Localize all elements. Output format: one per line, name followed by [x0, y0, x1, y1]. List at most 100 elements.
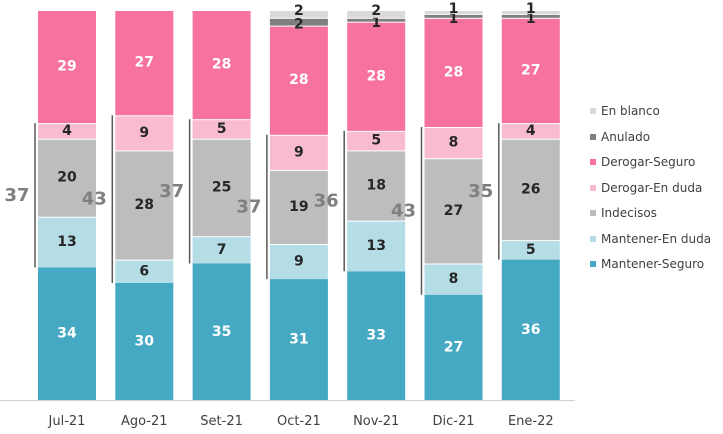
- data-label: 4: [62, 123, 72, 139]
- data-label: 27: [521, 62, 540, 78]
- bar-segment-indecisos: [192, 139, 251, 237]
- bracket-total: 43: [391, 200, 416, 221]
- bar-segment-mantener-seguro: [501, 259, 560, 400]
- data-label: 33: [366, 328, 385, 344]
- bar-segment-mantener-en-duda: [269, 245, 328, 280]
- bar-segment-mantener-seguro: [192, 263, 251, 400]
- bracket-total: 35: [468, 181, 493, 202]
- legend-swatch: [590, 159, 596, 165]
- bar-segment-indecisos: [501, 139, 560, 241]
- x-tick-label: Ene-22: [508, 414, 554, 429]
- bar-segment-mantener-en-duda: [192, 237, 251, 264]
- bar-segment-derogar-en-duda: [501, 124, 560, 139]
- bar-segment-indecisos: [269, 170, 328, 244]
- bar-segment-en-blanco: [424, 11, 483, 14]
- data-label: 1: [526, 1, 536, 17]
- legend-swatch: [590, 261, 596, 267]
- data-label: 13: [57, 234, 76, 250]
- legend-swatch: [590, 184, 596, 191]
- bar-segment-derogar-seguro: [192, 11, 251, 120]
- bar-segment-anulado: [424, 14, 483, 18]
- bar-segment-anulado: [501, 14, 560, 18]
- x-tick-label: Oct-21: [277, 414, 321, 429]
- data-label: 36: [521, 322, 540, 338]
- bar-segment-mantener-en-duda: [347, 221, 406, 272]
- bracket-total: 37: [4, 185, 29, 206]
- legend-swatch: [590, 108, 596, 114]
- data-label: 1: [371, 15, 381, 31]
- data-label: 4: [526, 123, 536, 139]
- bar-segment-derogar-seguro: [501, 18, 560, 124]
- bar-segment-derogar-seguro: [347, 22, 406, 131]
- bar-segment-anulado: [347, 18, 406, 22]
- legend-item: Derogar-Seguro: [590, 155, 695, 169]
- data-label: 1: [449, 1, 459, 17]
- data-label: 26: [521, 181, 540, 197]
- data-label: 5: [526, 242, 536, 258]
- legend-label: Derogar-En duda: [601, 180, 703, 195]
- bar-segment-mantener-seguro: [269, 279, 328, 400]
- data-label: 9: [294, 254, 304, 270]
- bar-segment-en-blanco: [347, 11, 406, 18]
- bar-segment-mantener-seguro: [115, 283, 174, 400]
- bar-segment-mantener-en-duda: [424, 264, 483, 295]
- x-tick-label: Nov-21: [353, 414, 399, 429]
- data-label: 2: [294, 3, 304, 19]
- bar-segment-derogar-seguro: [269, 26, 328, 135]
- data-label: 35: [212, 324, 231, 340]
- data-label: 1: [526, 11, 536, 27]
- data-label: 30: [135, 334, 155, 350]
- data-label: 2: [371, 3, 381, 19]
- data-label: 2: [294, 17, 304, 33]
- legend-item: Anulado: [590, 130, 650, 144]
- bar-segment-derogar-seguro: [424, 18, 483, 127]
- bracket-total: 43: [82, 189, 107, 210]
- data-label: 27: [444, 203, 463, 219]
- legend-label: Indecisos: [601, 206, 657, 220]
- bar-segment-derogar-en-duda: [192, 120, 251, 139]
- bar-segment-derogar-en-duda: [115, 116, 174, 151]
- bar-segment-derogar-en-duda: [38, 124, 96, 139]
- x-tick-label: Ago-21: [121, 414, 168, 429]
- bar-segment-mantener-en-duda: [38, 217, 96, 268]
- legend-label: Derogar-Seguro: [601, 155, 696, 169]
- data-label: 5: [217, 121, 227, 137]
- data-label: 25: [212, 179, 231, 195]
- data-label: 28: [366, 68, 385, 84]
- data-label: 19: [289, 199, 308, 215]
- legend-item: Mantener-En duda: [590, 232, 711, 246]
- bar-segment-derogar-en-duda: [424, 128, 483, 159]
- bar-segment-mantener-en-duda: [115, 260, 174, 283]
- bar-segment-indecisos: [115, 151, 174, 260]
- bar-segment-derogar-seguro: [115, 11, 174, 116]
- bar-segment-derogar-en-duda: [269, 135, 328, 170]
- data-label: 1: [449, 11, 459, 27]
- legend-label: Mantener-Seguro: [601, 257, 705, 271]
- data-label: 8: [449, 271, 459, 287]
- data-label: 34: [57, 326, 77, 342]
- data-label: 7: [217, 242, 227, 258]
- data-label: 28: [212, 57, 231, 73]
- data-label: 6: [139, 263, 149, 279]
- data-label: 27: [135, 55, 154, 71]
- bar-segment-en-blanco: [269, 11, 328, 18]
- bracket-total: 37: [159, 181, 184, 202]
- legend-label: Mantener-En duda: [601, 231, 712, 246]
- data-label: 8: [449, 135, 459, 151]
- bar-segment-derogar-en-duda: [347, 131, 406, 151]
- bar-segment-en-blanco: [501, 11, 560, 14]
- data-label: 28: [289, 72, 308, 88]
- legend-swatch: [590, 133, 596, 140]
- legend-swatch: [590, 235, 596, 242]
- bar-segment-mantener-en-duda: [501, 241, 560, 260]
- legend-swatch: [590, 210, 596, 216]
- legend-label: En blanco: [601, 104, 660, 118]
- bar-segment-mantener-seguro: [38, 267, 96, 400]
- data-label: 20: [57, 170, 77, 186]
- bracket-total: 36: [314, 191, 339, 212]
- bracket-total: 37: [236, 196, 261, 217]
- bar-segment-derogar-seguro: [38, 11, 96, 124]
- bar-segment-anulado: [269, 18, 328, 26]
- bar-segment-indecisos: [424, 159, 483, 264]
